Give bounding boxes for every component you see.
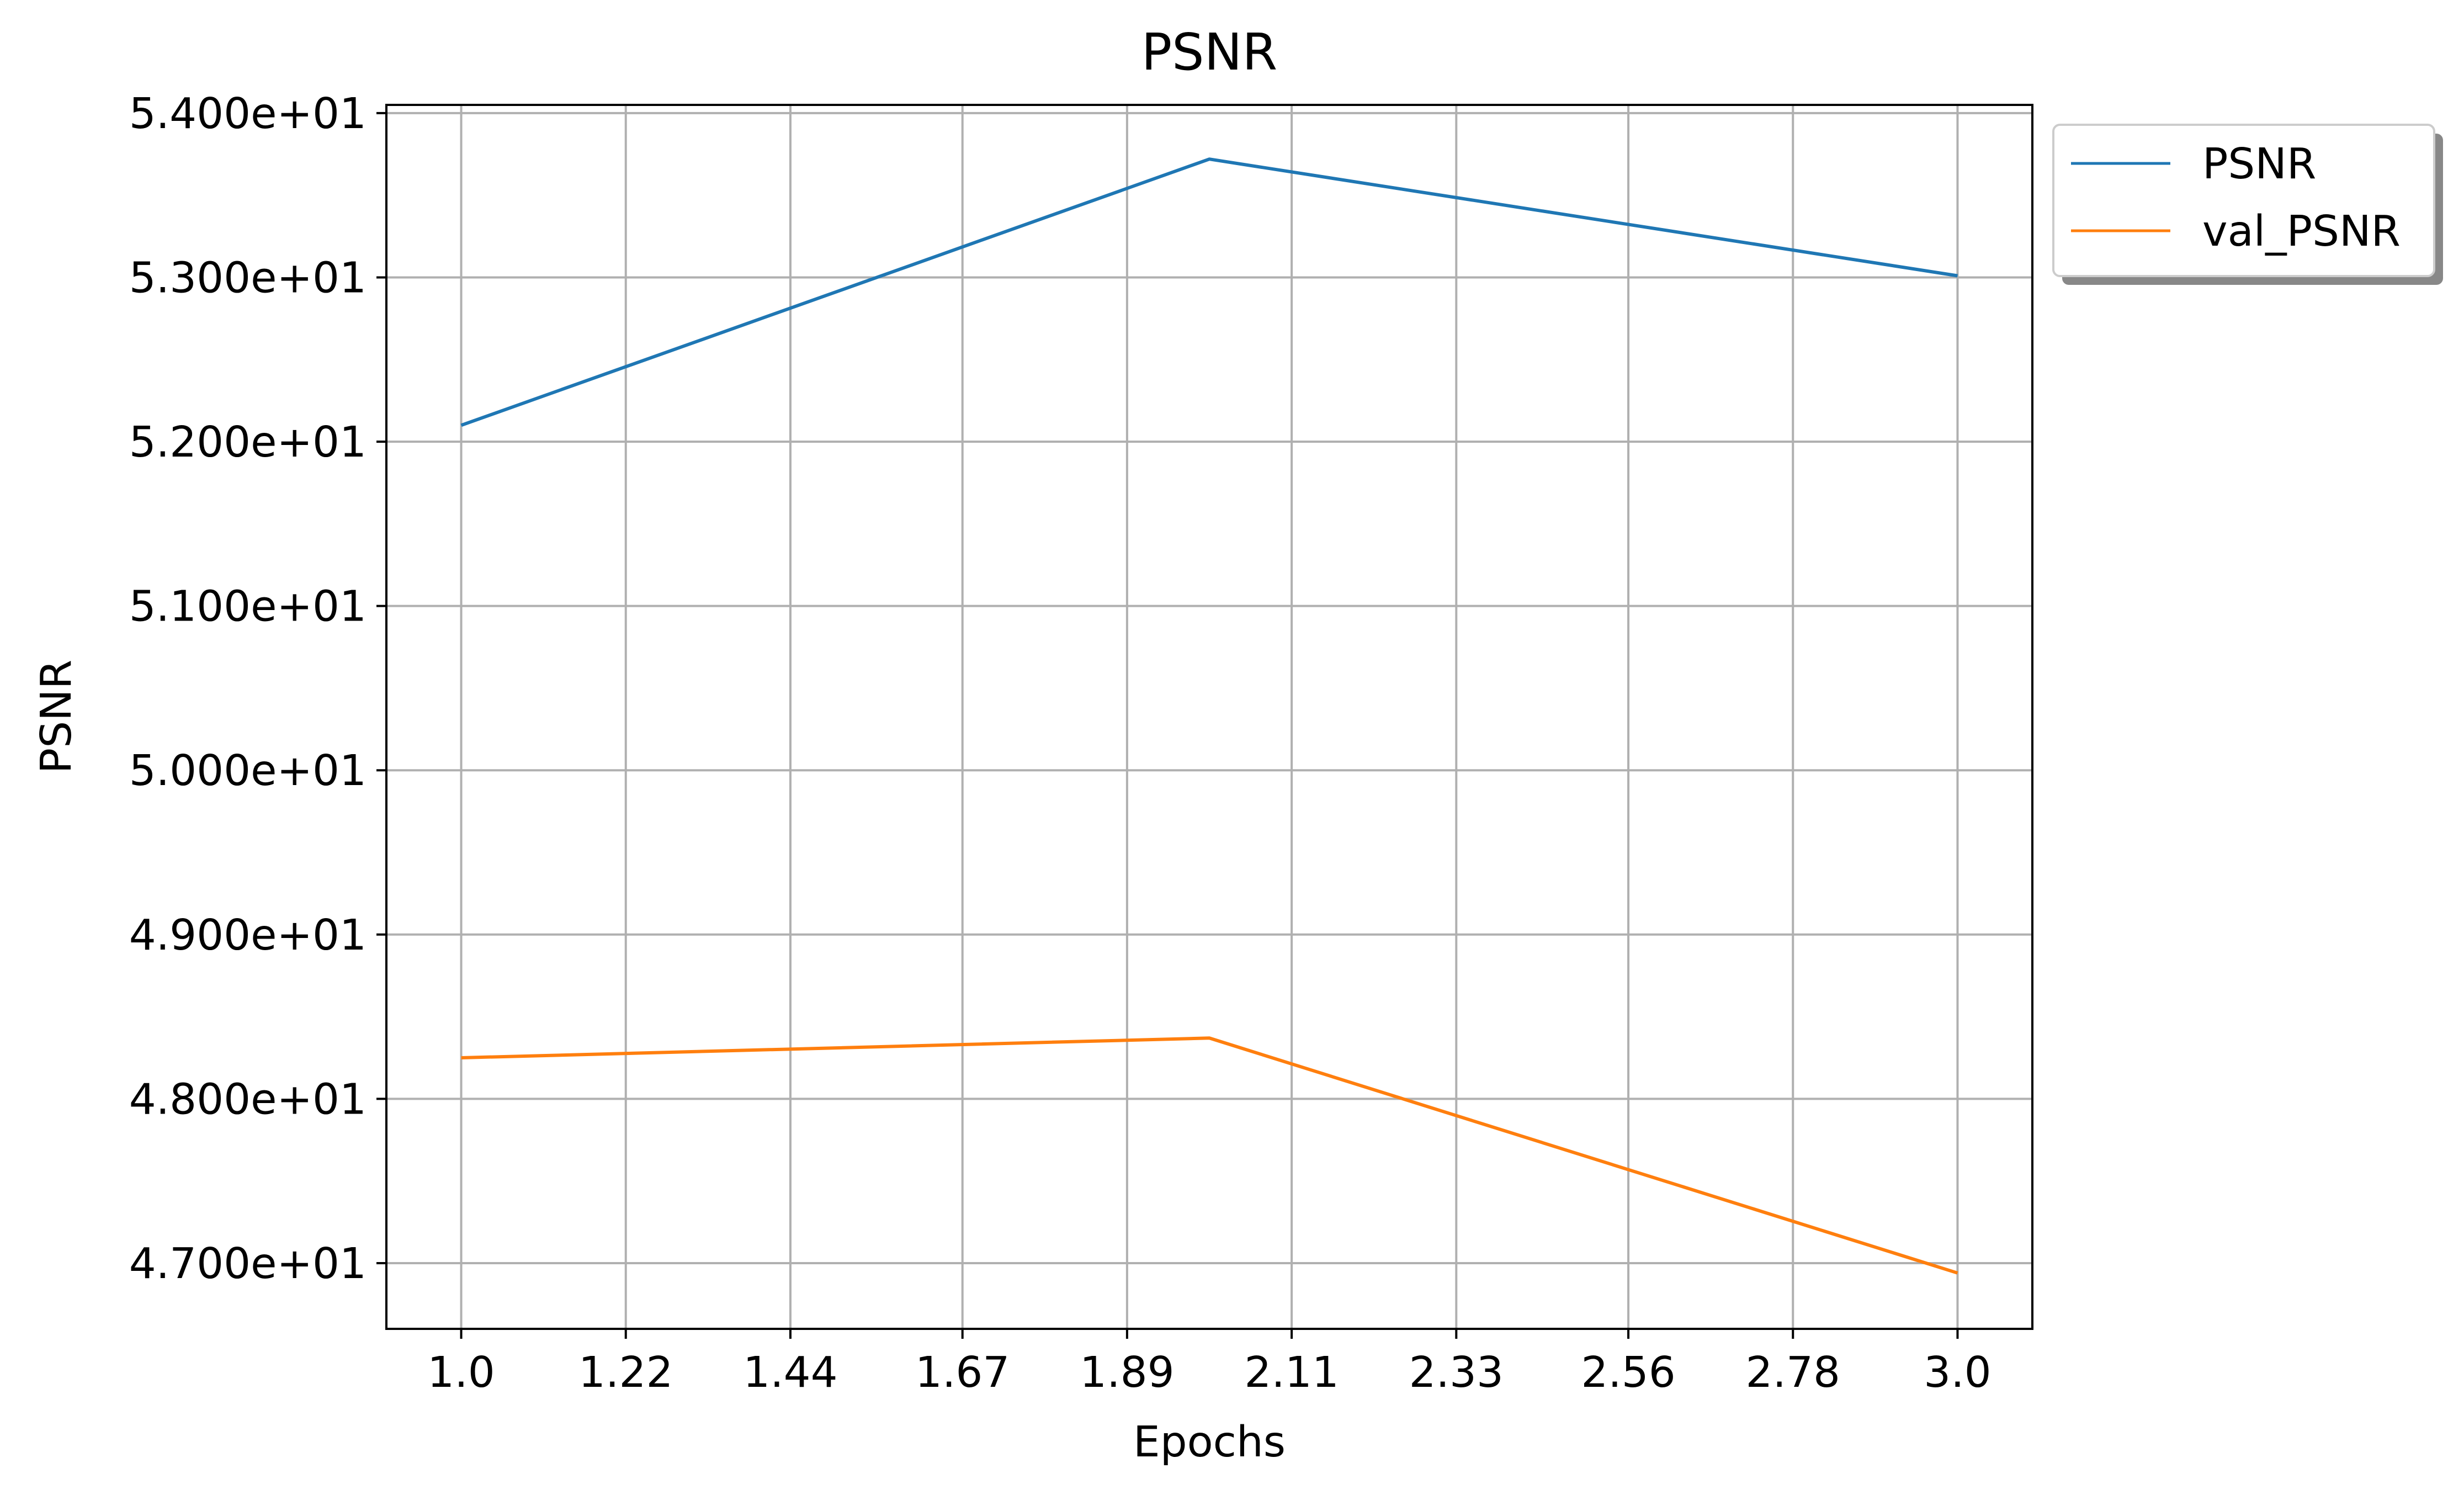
y-axis-label: PSNR	[32, 660, 81, 773]
y-tick-label: 5.100e+01	[129, 582, 367, 632]
y-axis-ticks: 4.700e+01 4.800e+01 4.900e+01 5.000e+01 5.10…	[129, 89, 386, 1289]
x-tick-label: 3.0	[1924, 1348, 1991, 1397]
y-tick-label: 4.700e+01	[129, 1239, 367, 1289]
legend-label-psnr: PSNR	[2202, 140, 2316, 189]
x-tick-label: 2.11	[1244, 1348, 1339, 1397]
x-tick-label: 1.44	[743, 1348, 837, 1397]
series-lines	[460, 157, 1958, 1275]
y-tick-label: 5.000e+01	[129, 746, 367, 796]
legend-label-val-psnr: val_PSNR	[2202, 207, 2401, 256]
y-tick-label: 5.400e+01	[129, 89, 367, 139]
x-tick-label: 1.0	[427, 1348, 495, 1397]
legend: PSNR val_PSNR	[2052, 124, 2443, 285]
chart-title: PSNR	[1141, 23, 1278, 82]
y-tick-label: 5.200e+01	[129, 418, 367, 467]
x-tick-label: 1.89	[1080, 1348, 1174, 1397]
series-line-psnr	[460, 157, 1958, 427]
x-tick-label: 1.67	[915, 1348, 1010, 1397]
plot-frame	[385, 104, 2033, 1330]
x-axis-ticks: 1.0 1.22 1.44 1.67 1.89 2.11 2.33 2.56 2.78 3.0	[427, 1329, 1992, 1397]
x-tick-label: 2.56	[1581, 1348, 1675, 1397]
y-tick-label: 4.900e+01	[129, 911, 367, 960]
y-tick-label: 4.800e+01	[129, 1075, 367, 1124]
x-axis-label: Epochs	[1133, 1418, 1286, 1467]
series-line-val-psnr	[461, 1036, 1958, 1275]
x-tick-label: 1.22	[578, 1348, 673, 1397]
x-tick-label: 2.33	[1409, 1348, 1504, 1397]
x-tick-label: 2.78	[1746, 1348, 1840, 1397]
y-tick-label: 5.300e+01	[129, 253, 367, 303]
